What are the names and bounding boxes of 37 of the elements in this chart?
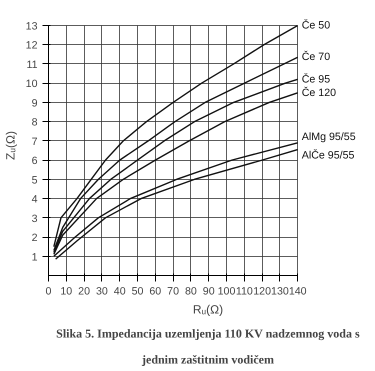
y-axis-title: Zᵤ(Ω)	[4, 131, 18, 160]
y-tick-label: 4	[32, 194, 38, 206]
x-tick-label: 100	[218, 286, 236, 298]
y-tick-label: 8	[32, 116, 38, 129]
y-tick-label: 11	[26, 58, 38, 71]
x-tick-label: 60	[149, 286, 162, 298]
series-label: Če 50	[302, 18, 330, 32]
x-tick-label: 0	[46, 286, 52, 298]
series-label: AlMg 95/55	[302, 130, 356, 143]
x-tick-label: 30	[96, 286, 108, 298]
x-tick-label: 20	[78, 286, 90, 298]
x-tick-label: 70	[167, 286, 180, 298]
y-tick-label: 6	[32, 155, 38, 168]
x-tick-label: 40	[114, 286, 126, 298]
y-tick-label: 1	[32, 251, 38, 264]
x-tick-label: 120	[253, 286, 272, 298]
x-axis-title: Rᵤ(Ω)	[192, 302, 224, 316]
series-label: AlČe 95/55	[302, 148, 355, 162]
y-tick-label: 7	[32, 136, 38, 148]
y-tick-label: 2	[32, 232, 38, 244]
x-tick-label: 90	[202, 286, 215, 298]
y-tick-label: 9	[32, 97, 38, 110]
series-label: Če 95	[302, 72, 330, 86]
x-tick-label: 130	[271, 286, 289, 298]
y-tick-label: 12	[26, 40, 38, 52]
x-tick-label: 80	[184, 286, 197, 298]
x-tick-label: 140	[288, 286, 307, 298]
x-tick-label: 110	[236, 286, 253, 298]
text: Slika 5. Impedancija uzemljenja 110 KV nadzemnog voda s jednim zaštitnim vodičem	[56, 326, 360, 366]
y-tick-label: 10	[26, 78, 38, 90]
y-tick-label: 5	[32, 174, 38, 186]
y-tick-label: 3	[32, 212, 38, 225]
x-tick-label: 50	[132, 286, 144, 298]
y-tick-label: 13	[26, 20, 38, 32]
x-tick-label: 10	[60, 286, 72, 298]
series-label: Če 120	[302, 86, 336, 99]
series-label: Če 70	[302, 50, 330, 64]
